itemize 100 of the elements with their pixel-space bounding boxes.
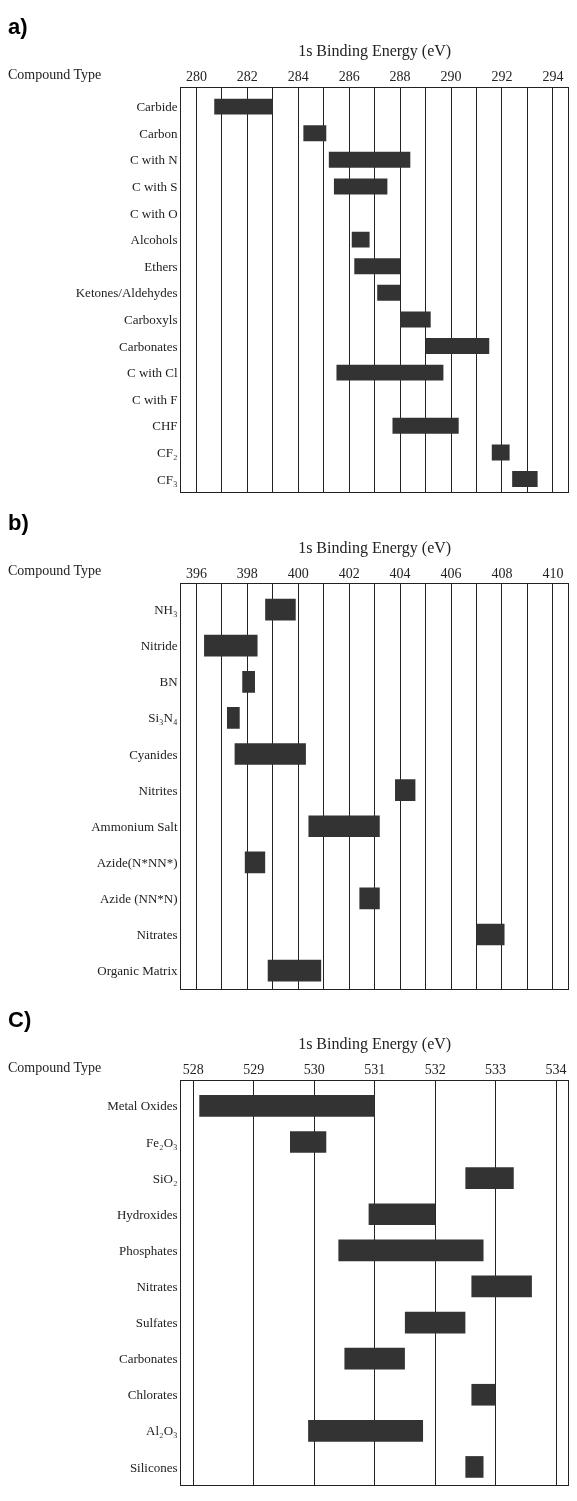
bar [491, 444, 510, 461]
x-tick-label: 530 [303, 1062, 325, 1078]
x-tick-label: 280 [185, 69, 207, 85]
x-axis-title: 1s Binding Energy (eV) [298, 42, 452, 61]
bar [267, 959, 322, 982]
x-tick-label: 534 [545, 1062, 567, 1078]
y-tick-label: Nitride [140, 638, 178, 654]
y-tick-label: Carbon [139, 125, 179, 141]
bar [351, 231, 370, 248]
bar [338, 1239, 484, 1262]
bar [425, 338, 490, 355]
bar [214, 98, 273, 115]
y-tick-label: Carbonates [119, 1351, 178, 1367]
y-tick-label: Ammonium Salt [91, 818, 178, 834]
bar [336, 364, 444, 381]
y-axis-title: Compound Type [8, 1060, 102, 1075]
bar [226, 707, 240, 729]
x-tick-label: 396 [185, 565, 207, 581]
y-tick-label: Cyanides [129, 746, 178, 762]
bar [204, 634, 258, 657]
x-tick-label: 292 [491, 69, 513, 85]
x-tick-label: 294 [542, 69, 564, 85]
chart-title: a) [8, 14, 28, 39]
y-tick-label: C with O [129, 205, 178, 221]
bar [308, 1420, 424, 1442]
bar [244, 851, 266, 874]
x-tick-label: 400 [287, 565, 309, 581]
bar [359, 887, 380, 910]
y-tick-label: SiO₂ [152, 1170, 178, 1186]
y-tick-label: Al₂O₃ [146, 1423, 178, 1439]
bar [234, 743, 306, 765]
bar [333, 178, 388, 195]
y-tick-label: Alcohols [130, 232, 178, 248]
y-tick-label: Metal Oxides [107, 1098, 178, 1114]
bar [476, 923, 505, 946]
x-tick-label: 290 [440, 69, 462, 85]
x-tick-label: 288 [389, 69, 411, 85]
x-tick-label: 406 [440, 565, 462, 581]
y-tick-label: BN [159, 674, 179, 690]
bar [308, 815, 380, 838]
x-tick-label: 408 [491, 565, 513, 581]
bar [395, 779, 416, 801]
bar [290, 1131, 327, 1153]
y-tick-label: CHF [152, 418, 178, 434]
y-tick-label: Ketones/Aldehydes [75, 285, 178, 301]
bar [344, 1347, 405, 1370]
y-tick-label: Nitrates [136, 927, 178, 943]
y-axis-title: Compound Type [8, 67, 102, 82]
bar [400, 311, 431, 328]
chart-title: C) [8, 1007, 32, 1032]
x-tick-label: 398 [236, 565, 258, 581]
bar [512, 471, 538, 488]
y-tick-label: Silicones [129, 1459, 178, 1475]
x-tick-label: 529 [243, 1062, 265, 1078]
y-axis-title: Compound Type [8, 563, 102, 578]
y-tick-label: C with F [132, 391, 178, 407]
x-axis-title: 1s Binding Energy (eV) [298, 538, 452, 557]
chart-title: b) [8, 510, 29, 535]
y-tick-label: Sulfates [135, 1315, 178, 1331]
y-tick-label: Carbonates [119, 338, 178, 354]
x-tick-label: 284 [287, 69, 309, 85]
y-tick-label: Azide (NN*N) [99, 890, 178, 906]
y-tick-label: Nitrates [136, 1279, 178, 1294]
x-tick-label: 404 [389, 565, 411, 581]
bar [368, 1203, 436, 1226]
y-tick-label: C with N [129, 152, 179, 168]
y-tick-label: C with Cl [126, 365, 178, 381]
bar [303, 125, 327, 142]
x-tick-label: 533 [485, 1062, 507, 1078]
bar [471, 1275, 532, 1298]
bar [465, 1167, 514, 1189]
bar [242, 670, 255, 693]
x-tick-label: 402 [338, 565, 360, 581]
y-tick-label: Organic Matrix [97, 963, 179, 979]
bar [404, 1311, 466, 1334]
x-tick-label: 532 [424, 1062, 446, 1078]
x-tick-label: 286 [338, 69, 360, 85]
y-tick-label: Chlorates [127, 1387, 178, 1403]
y-tick-label: Carboxyls [124, 311, 178, 327]
bar [328, 151, 411, 168]
bar [199, 1095, 375, 1117]
y-tick-label: Azide(N*NN*) [96, 854, 178, 870]
bar [265, 598, 296, 621]
x-tick-label: 410 [542, 565, 564, 581]
y-tick-label: Phosphates [119, 1242, 178, 1258]
y-tick-label: NH₃ [154, 602, 178, 618]
bar [465, 1456, 484, 1478]
bar [354, 258, 401, 275]
y-tick-label: Si₃N₄ [148, 710, 179, 726]
y-tick-label: Nitrites [138, 782, 178, 798]
y-tick-label: Carbide [136, 99, 178, 115]
bar [377, 284, 401, 301]
y-tick-label: Fe₂O₃ [146, 1134, 178, 1150]
bar [392, 417, 459, 434]
y-tick-label: C with S [132, 178, 178, 194]
x-tick-label: 531 [364, 1062, 386, 1078]
y-tick-label: CF₂ [157, 444, 178, 460]
x-tick-label: 282 [236, 69, 258, 85]
y-tick-label: Hydroxides [116, 1206, 178, 1222]
y-tick-label: Ethers [144, 258, 178, 274]
